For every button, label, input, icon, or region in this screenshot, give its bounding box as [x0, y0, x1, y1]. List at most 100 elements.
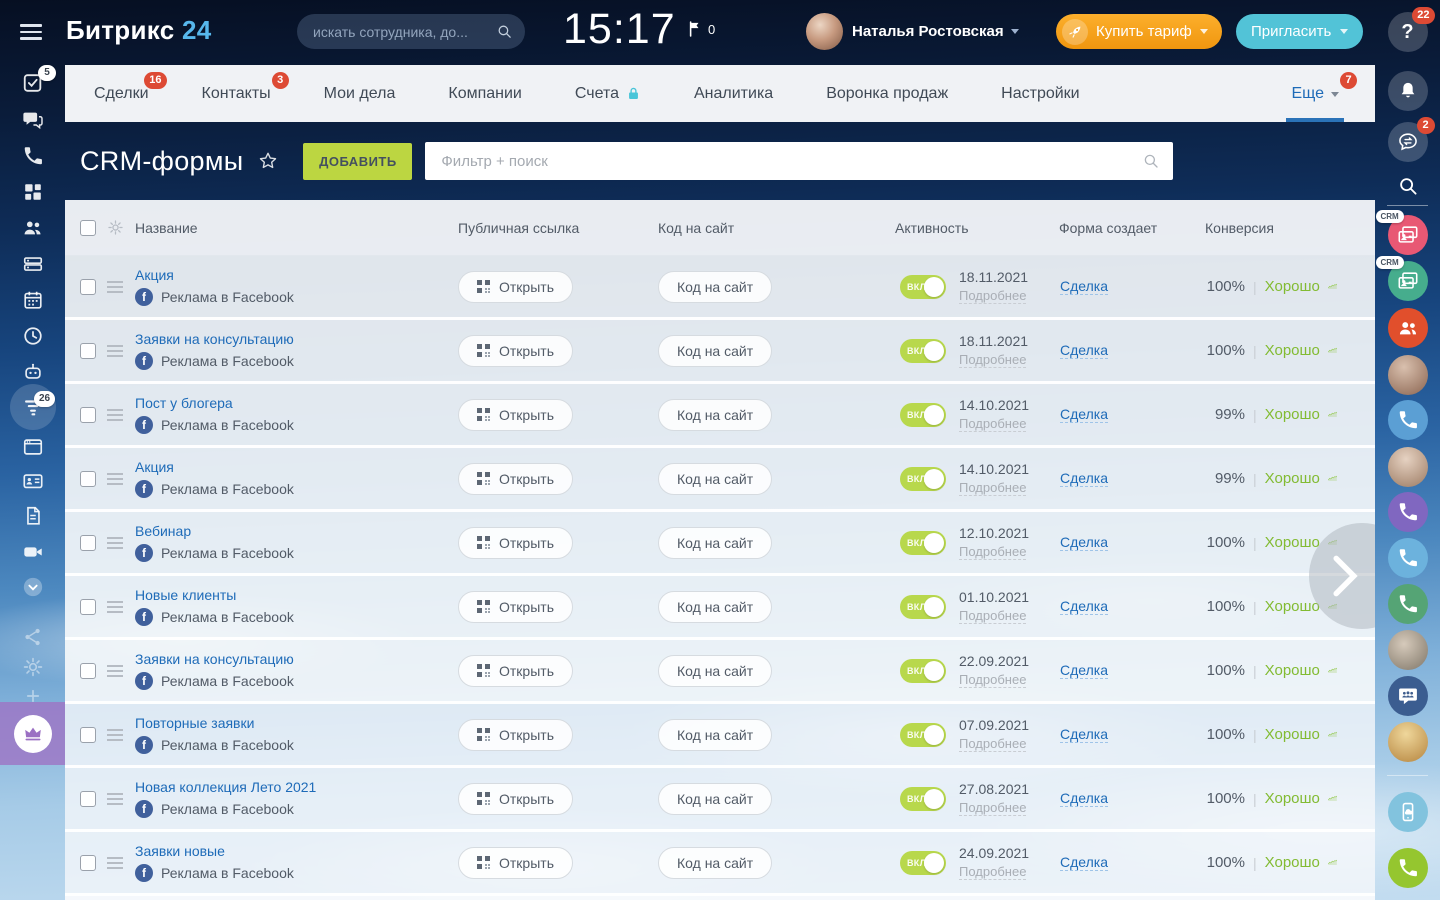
nav-tab-5[interactable]: Счета [575, 65, 641, 122]
work-clock[interactable]: 15:17 [563, 5, 676, 53]
nav-tab-8[interactable]: Настройки [1001, 65, 1079, 122]
nav-tab-9[interactable]: Еще 7 [1291, 65, 1357, 122]
nav-tab-7[interactable]: Воронка продаж [826, 65, 948, 122]
site-code-button[interactable]: Код на сайт [658, 462, 773, 495]
details-link[interactable]: Подробнее [959, 672, 1027, 688]
details-link[interactable]: Подробнее [959, 608, 1027, 624]
col-public-link[interactable]: Публичная ссылка [458, 219, 580, 236]
form-name-link[interactable]: Новые клиенты [135, 587, 237, 603]
form-name-link[interactable]: Заявки новые [135, 843, 225, 859]
form-creates-link[interactable]: Сделка [1060, 661, 1108, 679]
form-creates-link[interactable]: Сделка [1060, 533, 1108, 551]
drag-handle-icon[interactable] [107, 790, 123, 808]
form-creates-link[interactable]: Сделка [1060, 725, 1108, 743]
open-button[interactable]: Открыть [458, 398, 573, 431]
chat-avatar[interactable] [1387, 355, 1428, 395]
filter-search-input[interactable] [441, 152, 1143, 170]
call-chat-lightblue-button[interactable] [1387, 538, 1428, 578]
open-button[interactable]: Открыть [458, 718, 573, 751]
call-chat-green-button[interactable] [1387, 584, 1428, 624]
sidebar-search-button[interactable] [1388, 166, 1428, 206]
col-activity[interactable]: Активность [895, 219, 969, 236]
messenger-icon[interactable] [22, 109, 44, 131]
row-checkbox[interactable] [80, 470, 96, 487]
crm-chat-pink-button[interactable]: CRM [1375, 210, 1428, 255]
active-toggle[interactable]: ВКЛ [900, 402, 946, 427]
drag-handle-icon[interactable] [107, 662, 123, 680]
details-link[interactable]: Подробнее [959, 864, 1027, 880]
call-button[interactable] [1387, 848, 1428, 888]
flag-counter[interactable]: 0 [688, 21, 715, 37]
col-creates[interactable]: Форма создает [1059, 219, 1158, 236]
chat-avatar[interactable] [1387, 722, 1428, 762]
row-checkbox[interactable] [80, 790, 96, 807]
drag-handle-icon[interactable] [107, 342, 123, 360]
open-button[interactable]: Открыть [458, 782, 573, 815]
form-name-link[interactable]: Повторные заявки [135, 715, 255, 731]
global-search[interactable] [297, 14, 525, 49]
row-checkbox[interactable] [80, 662, 96, 679]
active-toggle[interactable]: ВКЛ [900, 722, 946, 747]
site-code-button[interactable]: Код на сайт [658, 846, 773, 879]
employees-icon[interactable] [22, 217, 44, 239]
chat-avatar[interactable] [1387, 447, 1428, 487]
drag-handle-icon[interactable] [107, 598, 123, 616]
mobile-app-button[interactable] [1387, 792, 1428, 832]
help-button[interactable]: ? 22 [1387, 7, 1435, 52]
drag-handle-icon[interactable] [107, 406, 123, 424]
call-chat-purple-button[interactable] [1387, 492, 1428, 532]
select-all-checkbox[interactable] [80, 219, 96, 236]
settings-gear-icon[interactable] [22, 656, 44, 678]
team-chat-button[interactable] [1387, 676, 1428, 716]
open-button[interactable]: Открыть [458, 334, 573, 367]
site-code-button[interactable]: Код на сайт [658, 526, 773, 559]
open-button[interactable]: Открыть [458, 526, 573, 559]
invite-button[interactable]: Пригласить [1236, 14, 1364, 49]
form-name-link[interactable]: Пост у блогера [135, 395, 233, 411]
col-site-code[interactable]: Код на сайт [658, 219, 735, 236]
crm-chat-teal-button[interactable]: CRM [1375, 256, 1428, 301]
open-button[interactable]: Открыть [458, 590, 573, 623]
site-code-button[interactable]: Код на сайт [658, 590, 773, 623]
site-code-button[interactable]: Код на сайт [658, 270, 773, 303]
user-menu[interactable]: Наталья Ростовская [852, 23, 1019, 40]
drag-handle-icon[interactable] [107, 470, 123, 488]
bot-icon[interactable] [22, 361, 44, 383]
form-creates-link[interactable]: Сделка [1060, 469, 1108, 487]
share-icon[interactable] [22, 626, 44, 648]
site-code-button[interactable]: Код на сайт [658, 654, 773, 687]
telephony-icon[interactable] [22, 145, 44, 167]
group-chat-button[interactable] [1387, 308, 1428, 348]
site-code-button[interactable]: Код на сайт [658, 782, 773, 815]
drag-handle-icon[interactable] [107, 278, 123, 296]
form-name-link[interactable]: Заявки на консультацию [135, 651, 294, 667]
row-checkbox[interactable] [80, 598, 96, 615]
form-creates-link[interactable]: Сделка [1060, 405, 1108, 423]
nav-tab-3[interactable]: Мои дела [324, 65, 396, 122]
details-link[interactable]: Подробнее [959, 800, 1027, 816]
form-name-link[interactable]: Заявки на консультацию [135, 331, 294, 347]
drag-handle-icon[interactable] [107, 854, 123, 872]
active-toggle[interactable]: ВКЛ [900, 786, 946, 811]
expand-menu-icon[interactable] [22, 576, 44, 598]
row-checkbox[interactable] [80, 726, 96, 743]
dialogs-button[interactable]: 2 [1387, 117, 1435, 162]
site-code-button[interactable]: Код на сайт [658, 718, 773, 751]
row-checkbox[interactable] [80, 534, 96, 551]
row-checkbox[interactable] [80, 854, 96, 871]
table-settings-gear-icon[interactable] [107, 219, 124, 236]
site-code-button[interactable]: Код на сайт [658, 334, 773, 367]
active-toggle[interactable]: ВКЛ [900, 338, 946, 363]
open-button[interactable]: Открыть [458, 846, 573, 879]
form-creates-link[interactable]: Сделка [1060, 277, 1108, 295]
calendar-icon[interactable] [22, 289, 44, 311]
col-conversion[interactable]: Конверсия [1205, 219, 1274, 236]
details-link[interactable]: Подробнее [959, 416, 1027, 432]
nav-tab-6[interactable]: Аналитика [694, 65, 773, 122]
global-search-input[interactable] [313, 23, 496, 40]
contact-center-icon[interactable] [22, 470, 44, 492]
notifications-button[interactable] [1387, 71, 1428, 111]
row-checkbox[interactable] [80, 278, 96, 295]
active-toggle[interactable]: ВКЛ [900, 850, 946, 875]
open-button[interactable]: Открыть [458, 462, 573, 495]
